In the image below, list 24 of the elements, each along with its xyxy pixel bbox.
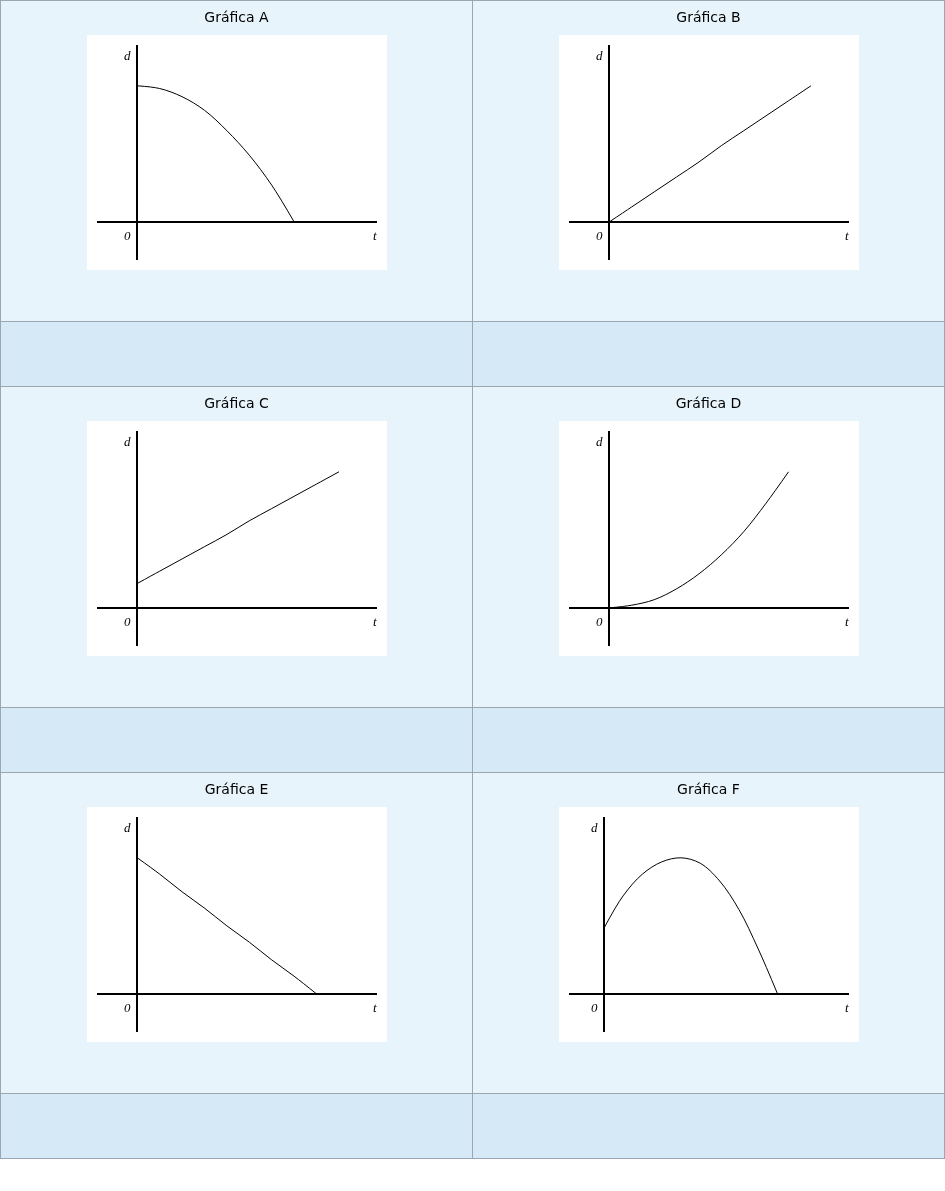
x-axis-title: t [372,228,377,243]
x-axis-title: t [844,1000,849,1015]
chart-title: Gráfica A [203,8,270,25]
chart-title: Gráfica F [676,780,741,797]
text: 0 [123,228,131,243]
chart-title: Gráfica C [203,394,270,411]
x-axis-title: t [844,614,849,629]
y-axis-title: d [595,434,603,449]
x-axis-title: t [372,614,377,629]
text: 0 [595,228,603,243]
x-axis-title: t [372,1000,377,1015]
text: 0 [123,614,131,629]
chart-title: Gráfica D [674,394,743,411]
chart-title: Gráfica E [203,780,270,797]
y-axis-title: d [123,48,131,63]
text: 0 [595,614,603,629]
y-axis-title: d [123,434,131,449]
chart-title: Gráfica B [675,8,742,25]
y-axis-title: d [123,820,131,835]
text: 0 [590,1000,598,1015]
x-axis-title: t [844,228,849,243]
text: 0 [123,1000,131,1015]
y-axis-title: d [595,48,603,63]
y-axis-title: d [590,820,598,835]
